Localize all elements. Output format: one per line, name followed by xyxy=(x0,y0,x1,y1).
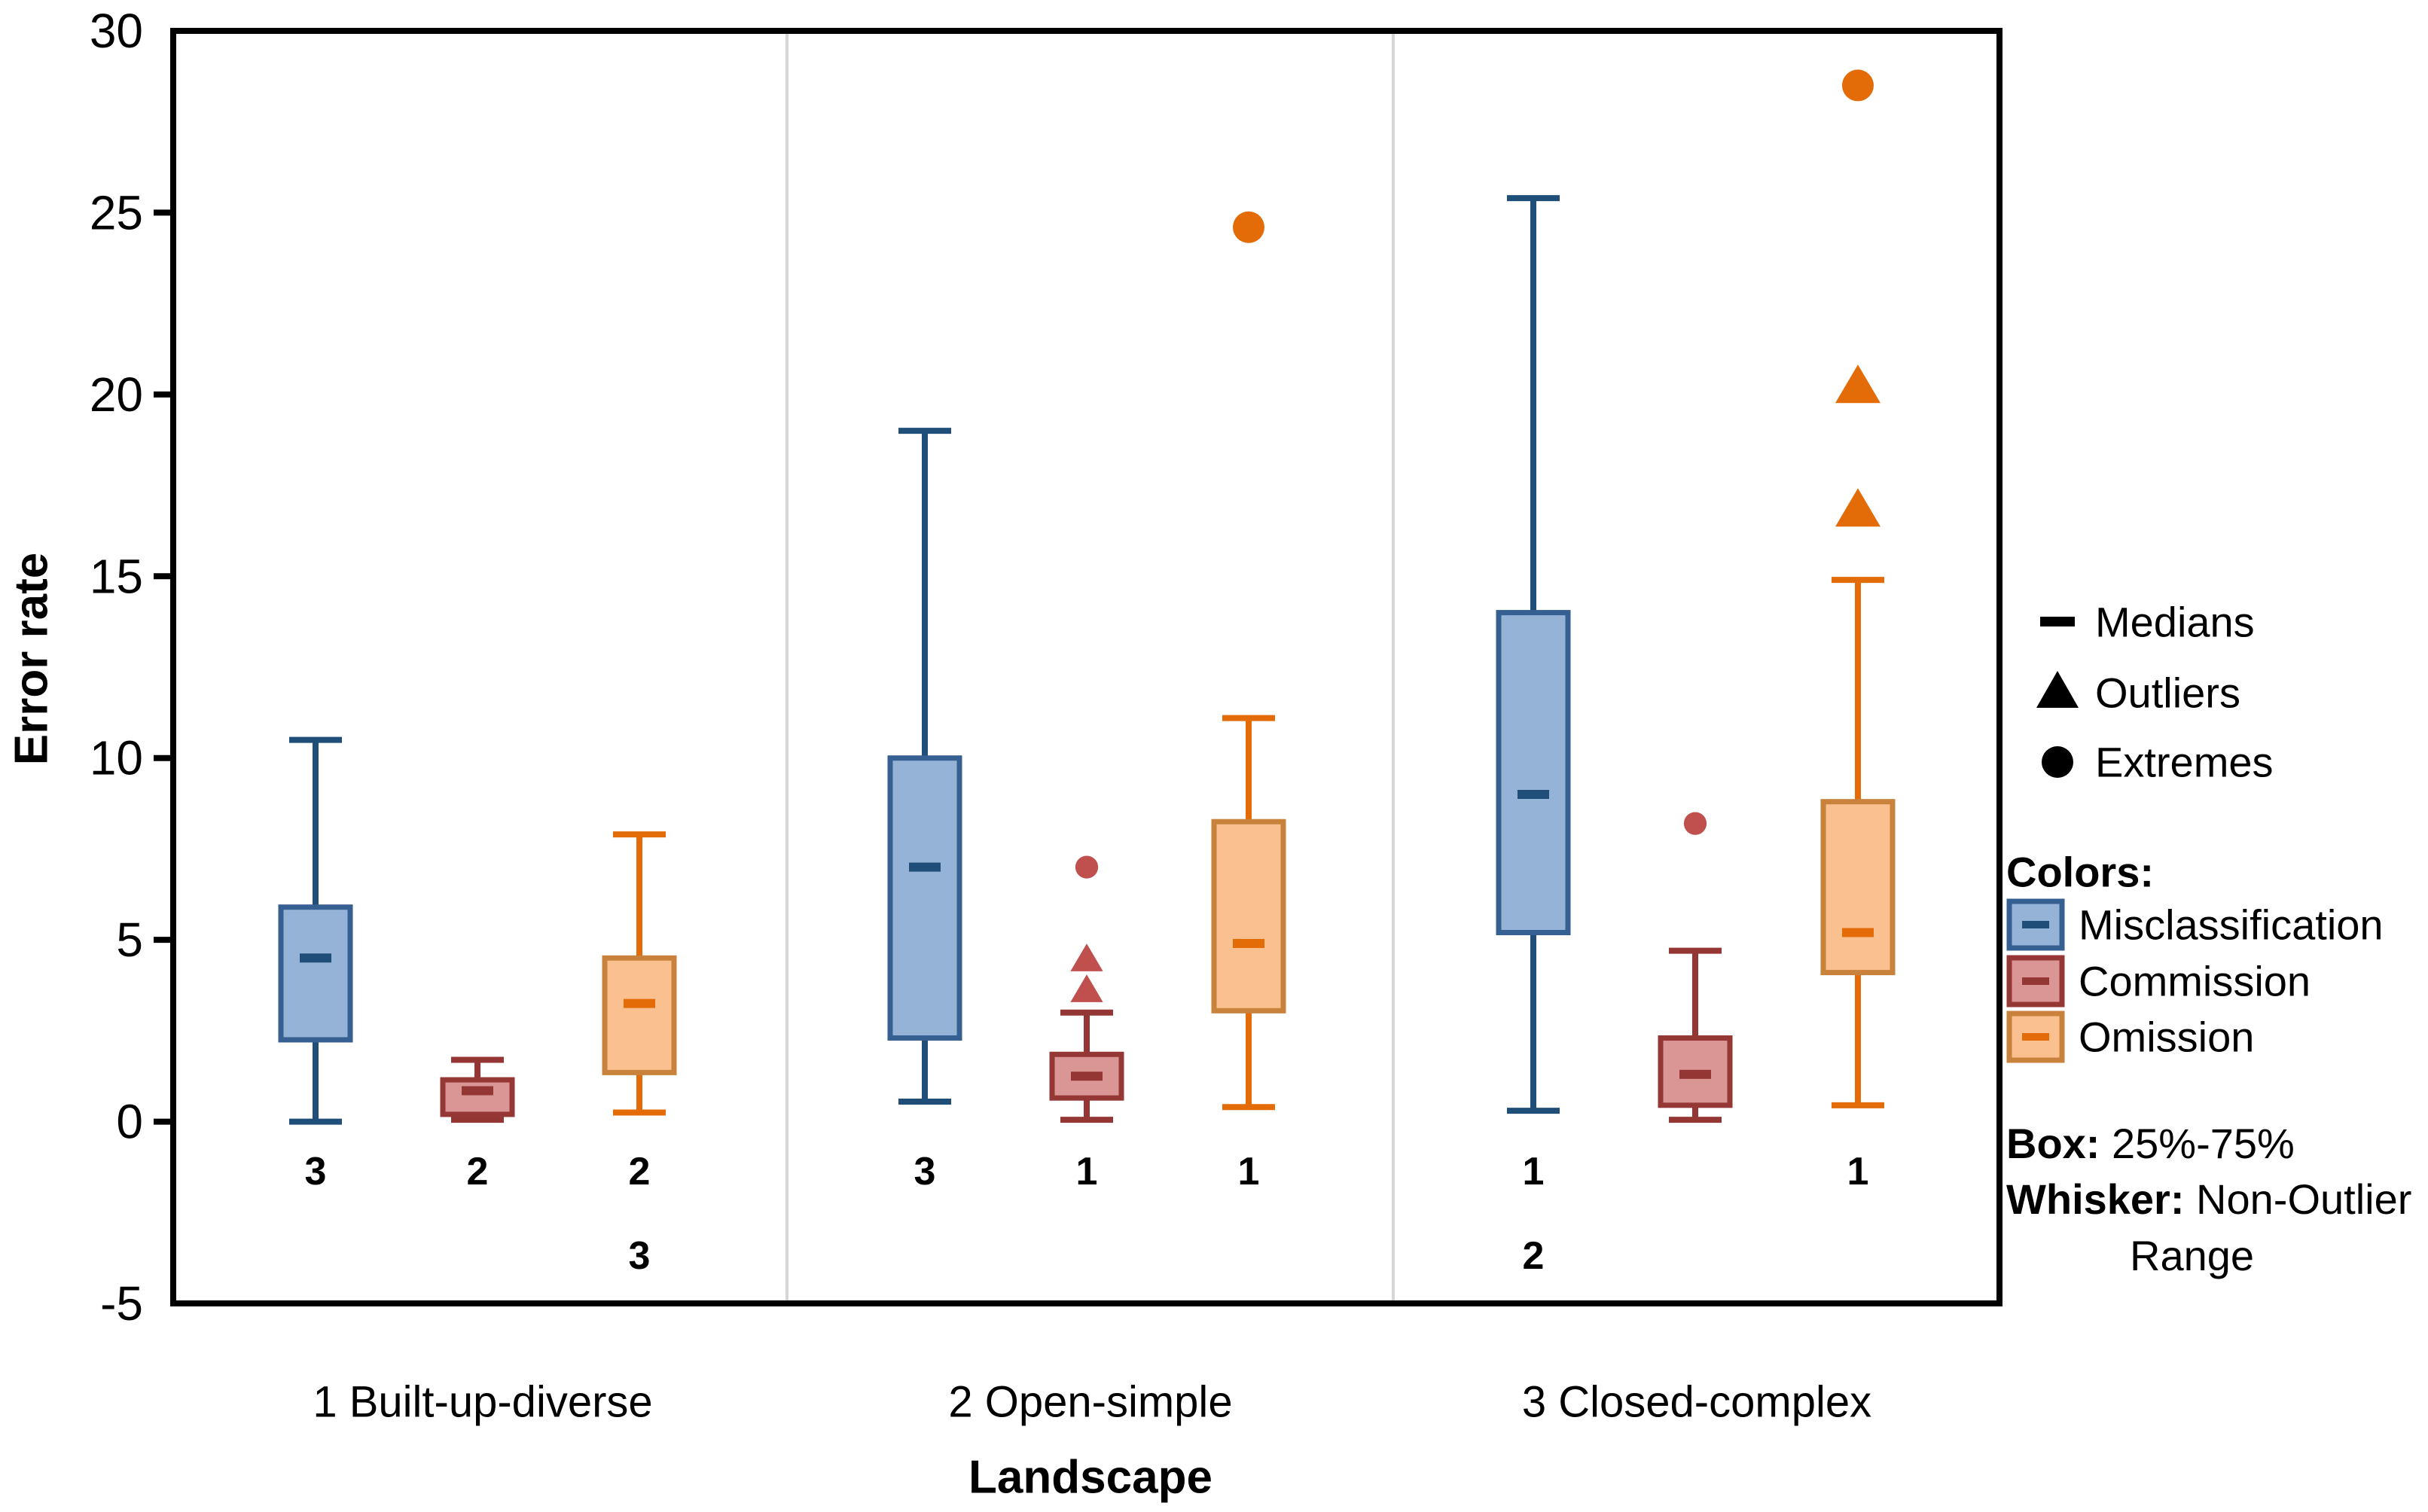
extremes-circle-icon xyxy=(2042,746,2073,778)
y-tick-label: 20 xyxy=(90,367,143,422)
outliers-triangle-icon xyxy=(2036,671,2079,708)
legend-series-label: Misclassification xyxy=(2079,901,2384,949)
boxplot-omission: 1 xyxy=(1211,211,1286,1193)
extreme-circle xyxy=(1683,812,1707,835)
legend-marker-label: Outliers xyxy=(2095,669,2240,717)
box-count-label: 3 xyxy=(629,1234,651,1278)
median-dash xyxy=(624,998,655,1008)
legend-series-label: Commission xyxy=(2079,958,2311,1005)
box-count-label: 1 xyxy=(1847,1150,1869,1193)
boxplot-misclassification: 3 xyxy=(887,428,962,1193)
medians-dash-icon xyxy=(2040,617,2075,626)
extreme-circle xyxy=(1075,855,1099,879)
box-count-label: 2 xyxy=(629,1150,651,1193)
legend: Medians Outliers Extremes Colors: Misclassif… xyxy=(2006,599,2411,1279)
box-count-label: 1 xyxy=(1076,1150,1098,1193)
category-label: 1 Built-up-diverse xyxy=(313,1378,652,1427)
boxplot-commission: 1 xyxy=(1049,855,1124,1193)
boxplot-omission: 1 xyxy=(1820,69,1896,1193)
median-dash xyxy=(1842,928,1874,937)
y-tick-label: 30 xyxy=(90,4,143,58)
median-dash xyxy=(300,953,331,963)
legend-swatch-median-dash xyxy=(2022,1033,2049,1041)
boxplot-omission: 23 xyxy=(602,831,677,1278)
median-dash xyxy=(909,862,941,872)
outlier-triangle xyxy=(1835,488,1880,527)
category-label: 2 Open-simple xyxy=(948,1378,1232,1427)
median-dash xyxy=(462,1086,493,1096)
box-rect xyxy=(887,755,962,1041)
legend-swatch xyxy=(2006,898,2065,951)
outlier-triangle xyxy=(1070,974,1103,1002)
legend-marker-label: Medians xyxy=(2095,599,2255,646)
legend-note: Range xyxy=(2130,1232,2254,1279)
legend-swatch-median-dash xyxy=(2022,921,2049,928)
extreme-circle xyxy=(1233,211,1264,243)
y-tick-label: 25 xyxy=(90,185,143,239)
boxplot-commission xyxy=(1658,812,1733,1123)
box-count-label: 3 xyxy=(305,1150,327,1193)
y-tick-label: 10 xyxy=(90,731,143,785)
legend-marker-label: Extremes xyxy=(2095,739,2274,786)
y-tick-label: 5 xyxy=(116,913,143,967)
box-rect xyxy=(440,1077,515,1117)
box-rect xyxy=(278,904,353,1043)
box-rect xyxy=(1211,818,1286,1014)
outlier-triangle xyxy=(1070,943,1103,971)
box-count-label: 1 xyxy=(1523,1150,1545,1193)
outlier-triangle xyxy=(1835,364,1880,404)
x-axis-title: Landscape xyxy=(968,1452,1212,1504)
median-dash xyxy=(1679,1069,1711,1079)
category-label: 3 Closed-complex xyxy=(1522,1378,1871,1427)
boxplot-misclassification: 12 xyxy=(1496,195,1571,1278)
box-rect xyxy=(1496,610,1571,935)
y-tick-label: 15 xyxy=(90,549,143,603)
extreme-circle xyxy=(1842,69,1874,102)
legend-note: Box: 25%-75% xyxy=(2006,1120,2295,1167)
box-rect xyxy=(602,955,677,1075)
box-count-label: 3 xyxy=(914,1150,936,1193)
box-rect xyxy=(1049,1051,1124,1101)
median-dash xyxy=(1233,938,1264,948)
boxplot-misclassification: 3 xyxy=(278,736,353,1193)
y-axis-title: Error rate xyxy=(6,553,58,766)
box-count-label: 1 xyxy=(1238,1150,1260,1193)
legend-colors-title: Colors: xyxy=(2006,849,2154,896)
box-count-label: 2 xyxy=(1523,1234,1545,1278)
y-tick-label: 0 xyxy=(116,1095,143,1149)
median-dash xyxy=(1518,790,1549,799)
plot-frame xyxy=(170,28,2002,1306)
legend-swatch xyxy=(2006,955,2065,1007)
box-count-label: 2 xyxy=(467,1150,489,1193)
y-tick-label: -5 xyxy=(100,1276,143,1331)
legend-note: Whisker: Non-Outlier xyxy=(2006,1175,2411,1223)
median-dash xyxy=(1071,1072,1103,1081)
legend-swatch-median-dash xyxy=(2022,977,2049,985)
boxplot-commission: 2 xyxy=(440,1056,515,1193)
box-rect xyxy=(1820,799,1896,976)
legend-series-label: Omission xyxy=(2079,1014,2254,1061)
